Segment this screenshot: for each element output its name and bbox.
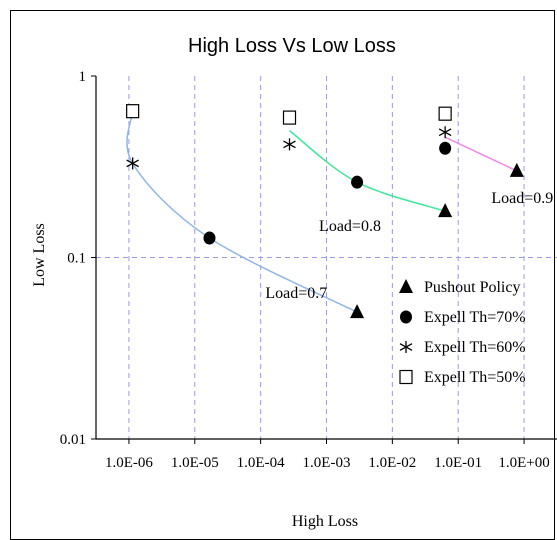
star-stroke: [126, 159, 139, 168]
load-annotation: Load=0.7: [265, 285, 327, 302]
circle-marker: [351, 175, 364, 189]
load-annotation: Load=0.9: [491, 190, 553, 207]
x-tick-labels: 1.0E-06 1.0E-05 1.0E-04 1.0E-03 1.0E-02 1.0E-…: [105, 455, 550, 471]
star-marker: [283, 138, 296, 151]
legend-label: Pushout Policy: [424, 279, 520, 296]
y-axis-label: Low Loss: [31, 223, 48, 287]
circle-marker: [439, 141, 452, 155]
star-marker: [126, 157, 139, 170]
chart-title: High Loss Vs Low Loss: [188, 35, 396, 57]
x-tick-label: 1.0E-06: [105, 455, 153, 471]
star-marker: [438, 126, 452, 139]
fit-curve-3: [444, 136, 518, 172]
data-points: [126, 104, 524, 319]
grid-lines: [96, 76, 557, 439]
legend-square-icon: [399, 369, 413, 385]
x-tick-label: 1.0E-02: [368, 455, 416, 471]
star-stroke: [399, 343, 413, 351]
circle-marker: [203, 231, 216, 245]
legend: Pushout Policy Expell Th=70% Expell Th=60%…: [399, 279, 526, 386]
x-tick-label: 1.0E-05: [171, 455, 219, 471]
x-tick-label: 1.0E+00: [498, 455, 549, 471]
legend-circle-icon: [400, 310, 412, 324]
star-stroke: [283, 140, 296, 149]
x-tick-label: 1.0E-03: [303, 455, 351, 471]
x-axis-label: High Loss: [292, 513, 358, 530]
legend-triangle-icon: [399, 279, 413, 293]
x-tick-label: 1.0E-04: [237, 455, 285, 471]
triangle-marker: [509, 162, 524, 177]
fit-curve-2: [289, 130, 446, 212]
square-marker: [282, 110, 297, 125]
axes: [91, 75, 557, 444]
fit-curve-1: [126, 111, 358, 313]
y-tick-label: 0.01: [60, 432, 86, 448]
load-annotations: Load=0.7 Load=0.8 Load=0.9: [265, 190, 553, 302]
square-marker: [126, 104, 140, 119]
triangle-marker: [438, 203, 453, 218]
legend-star-icon: [399, 341, 413, 353]
legend-label: Expell Th=60%: [424, 339, 526, 356]
triangle-marker: [350, 304, 365, 319]
y-tick-labels: 1 0.1 0.01: [60, 69, 86, 448]
y-tick-label: 1: [79, 69, 87, 85]
legend-label: Expell Th=50%: [424, 369, 526, 386]
load-annotation: Load=0.8: [319, 218, 381, 235]
star-stroke: [438, 128, 452, 137]
x-tick-label: 1.0E-01: [434, 455, 482, 471]
y-tick-label: 0.1: [67, 251, 86, 267]
square-marker: [438, 106, 452, 121]
legend-label: Expell Th=70%: [424, 309, 526, 326]
